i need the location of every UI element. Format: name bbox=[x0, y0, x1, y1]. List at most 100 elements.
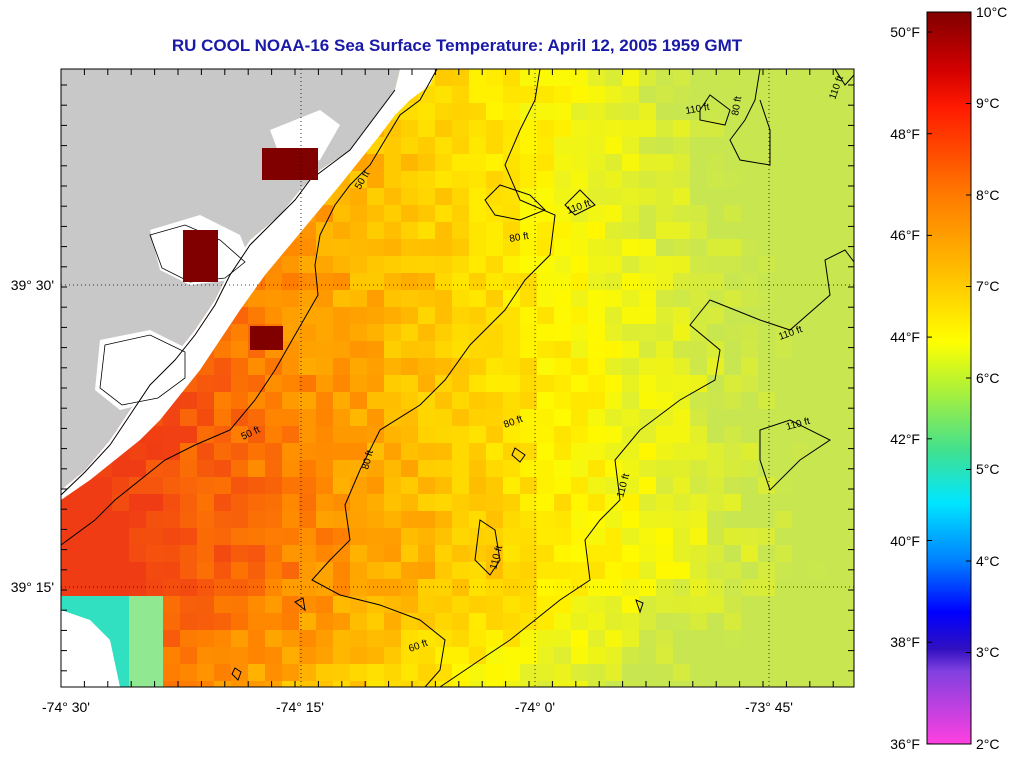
sst-pixel bbox=[639, 137, 657, 155]
sst-pixel bbox=[350, 545, 368, 563]
sst-pixel bbox=[486, 137, 504, 155]
colorbar-celsius-label: 10°C bbox=[976, 4, 1007, 20]
sst-pixel bbox=[333, 205, 351, 223]
sst-pixel bbox=[163, 494, 181, 512]
sst-pixel bbox=[452, 307, 470, 325]
sst-pixel bbox=[367, 528, 385, 546]
sst-pixel bbox=[384, 579, 402, 597]
sst-pixel bbox=[384, 324, 402, 342]
sst-pixel bbox=[554, 273, 572, 291]
sst-pixel bbox=[656, 341, 674, 359]
sst-pixel bbox=[469, 562, 487, 580]
sst-pixel bbox=[384, 290, 402, 308]
sst-pixel bbox=[452, 154, 470, 172]
sst-pixel bbox=[792, 358, 810, 376]
sst-pixel bbox=[469, 613, 487, 631]
sst-pixel bbox=[146, 545, 164, 563]
sst-pixel bbox=[809, 256, 827, 274]
sst-pixel bbox=[724, 273, 742, 291]
sst-pixel bbox=[741, 222, 759, 240]
sst-pixel bbox=[826, 664, 844, 682]
sst-pixel bbox=[435, 426, 453, 444]
sst-pixel bbox=[520, 239, 538, 257]
sst-pixel bbox=[758, 205, 776, 223]
sst-pixel bbox=[537, 545, 555, 563]
sst-pixel bbox=[741, 562, 759, 580]
sst-pixel bbox=[265, 477, 283, 495]
sst-pixel bbox=[775, 86, 793, 104]
sst-pixel bbox=[622, 290, 640, 308]
colorbar-fahrenheit-labels: 50°F 48°F 46°F 44°F 42°F 40°F 38°F 36°F bbox=[890, 24, 920, 752]
sst-pixel bbox=[741, 443, 759, 461]
sst-pixel bbox=[554, 154, 572, 172]
sst-pixel bbox=[486, 307, 504, 325]
sst-pixel bbox=[571, 205, 589, 223]
sst-pixel bbox=[656, 256, 674, 274]
sst-pixel bbox=[435, 137, 453, 155]
sst-pixel bbox=[146, 426, 164, 444]
sst-pixel bbox=[622, 562, 640, 580]
sst-pixel bbox=[622, 579, 640, 597]
sst-pixel bbox=[724, 86, 742, 104]
sst-pixel bbox=[112, 545, 130, 563]
sst-pixel bbox=[826, 579, 844, 597]
sst-pixel bbox=[724, 341, 742, 359]
sst-pixel bbox=[792, 341, 810, 359]
sst-pixel bbox=[588, 392, 606, 410]
sst-pixel bbox=[316, 613, 334, 631]
sst-pixel bbox=[741, 477, 759, 495]
sst-pixel bbox=[656, 239, 674, 257]
sst-pixel bbox=[588, 494, 606, 512]
sst-pixel bbox=[163, 647, 181, 665]
sst-pixel bbox=[214, 511, 232, 529]
sst-pixel bbox=[537, 664, 555, 682]
sst-pixel bbox=[775, 341, 793, 359]
sst-pixel bbox=[282, 409, 300, 427]
sst-pixel bbox=[554, 205, 572, 223]
sst-pixel bbox=[826, 137, 844, 155]
sst-pixel bbox=[299, 579, 317, 597]
sst-pixel bbox=[435, 511, 453, 529]
sst-pixel bbox=[316, 562, 334, 580]
sst-pixel bbox=[435, 358, 453, 376]
sst-pixel bbox=[537, 596, 555, 614]
x-tick-label: -74° 30' bbox=[42, 699, 90, 715]
sst-pixel bbox=[843, 307, 854, 325]
sst-pixel bbox=[656, 69, 674, 87]
sst-pixel bbox=[350, 630, 368, 648]
colorbar-celsius-label: 5°C bbox=[976, 461, 1000, 477]
sst-pixel bbox=[809, 647, 827, 665]
sst-pixel bbox=[605, 494, 623, 512]
sst-pixel bbox=[350, 273, 368, 291]
sst-pixel bbox=[571, 69, 589, 87]
sst-pixel bbox=[299, 562, 317, 580]
sst-pixel bbox=[214, 375, 232, 393]
sst-pixel bbox=[282, 664, 300, 682]
sst-pixel bbox=[707, 392, 725, 410]
sst-pixel bbox=[384, 409, 402, 427]
sst-pixel bbox=[78, 562, 96, 580]
y-tick-label: 39° 15' bbox=[11, 579, 54, 595]
sst-pixel bbox=[282, 630, 300, 648]
sst-pixel bbox=[418, 222, 436, 240]
sst-pixel bbox=[758, 562, 776, 580]
sst-pixel bbox=[571, 681, 589, 687]
sst-pixel bbox=[792, 154, 810, 172]
sst-pixel bbox=[452, 188, 470, 206]
sst-pixel bbox=[367, 392, 385, 410]
sst-pixel bbox=[758, 545, 776, 563]
sst-pixel bbox=[741, 256, 759, 274]
sst-pixel bbox=[129, 630, 147, 648]
sst-pixel bbox=[690, 630, 708, 648]
sst-pixel bbox=[435, 324, 453, 342]
sst-pixel bbox=[537, 562, 555, 580]
sst-pixel bbox=[673, 154, 691, 172]
sst-pixel bbox=[435, 273, 453, 291]
sst-pixel bbox=[537, 290, 555, 308]
sst-pixel bbox=[707, 613, 725, 631]
sst-pixel bbox=[333, 443, 351, 461]
sst-pixel bbox=[571, 528, 589, 546]
sst-pixel bbox=[367, 171, 385, 189]
sst-pixel bbox=[469, 256, 487, 274]
sst-pixel bbox=[333, 307, 351, 325]
